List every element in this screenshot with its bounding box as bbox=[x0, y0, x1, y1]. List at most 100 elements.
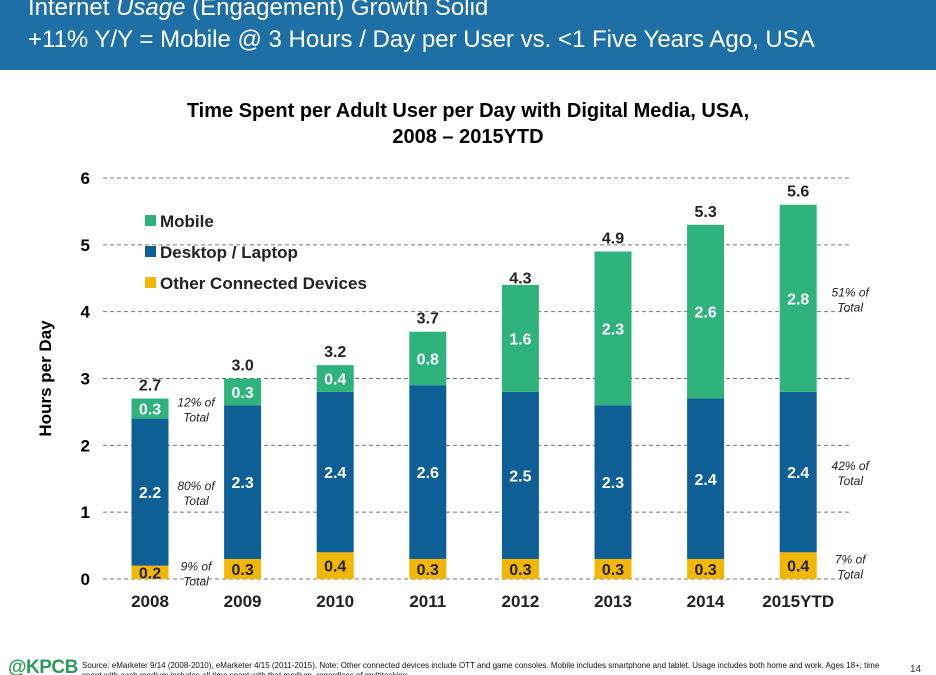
bar-desktop-laptop-2010 bbox=[316, 391, 354, 553]
share-annotation: Total bbox=[837, 568, 863, 582]
bar-other-connected-devices-2012 bbox=[501, 558, 539, 579]
data-label: 0.3 bbox=[602, 562, 624, 579]
total-label: 2.7 bbox=[139, 378, 161, 395]
source-note: Source: eMarketer 9/14 (2008-2010), eMar… bbox=[82, 661, 880, 675]
total-label: 5.3 bbox=[694, 204, 716, 221]
x-tick-label: 2009 bbox=[224, 592, 262, 611]
bar-other-connected-devices-2015YTD bbox=[779, 552, 817, 579]
bar-desktop-laptop-2013 bbox=[594, 405, 632, 559]
y-axis-label: Hours per Day bbox=[36, 320, 55, 437]
bars: 0.2 2.2 0.3 2.7 2008 0.3 2.3 0.3 3.0 2009 0.4 2.4 0.… bbox=[131, 184, 834, 611]
y-tick-label: 5 bbox=[81, 236, 90, 255]
header-banner: Internet Usage (Engagement) Growth Solid… bbox=[0, 0, 936, 70]
data-label: 2.6 bbox=[694, 305, 716, 322]
data-label: 0.4 bbox=[324, 559, 346, 576]
header-title-part2: (Engagement) Growth Solid bbox=[185, 0, 489, 21]
bar-desktop-laptop-2012 bbox=[501, 391, 539, 559]
y-tick-label: 0 bbox=[81, 570, 90, 589]
legend-label: Mobile bbox=[160, 212, 214, 231]
data-label: 0.4 bbox=[787, 559, 809, 576]
x-tick-label: 2008 bbox=[131, 592, 169, 611]
bar-mobile-2014 bbox=[687, 224, 725, 399]
bar-mobile-2015YTD bbox=[779, 204, 817, 392]
data-label: 2.4 bbox=[324, 465, 346, 482]
total-label: 3.7 bbox=[417, 311, 439, 328]
bar-mobile-2009 bbox=[224, 378, 262, 406]
x-tick-label: 2011 bbox=[409, 592, 446, 611]
page-number: 14 bbox=[910, 664, 922, 675]
gridlines bbox=[103, 177, 850, 580]
share-annotation: 7% of bbox=[835, 553, 867, 567]
data-label: 2.3 bbox=[602, 321, 624, 338]
data-label: 2.5 bbox=[509, 468, 531, 485]
y-tick-label: 1 bbox=[81, 503, 90, 522]
data-label: 2.6 bbox=[417, 465, 439, 482]
total-label: 3.0 bbox=[231, 358, 253, 375]
chart-title-line2: 2008 – 2015YTD bbox=[392, 126, 543, 148]
bar-mobile-2012 bbox=[501, 284, 539, 392]
share-annotation: 80% of bbox=[177, 479, 216, 493]
legend-swatch bbox=[145, 277, 156, 288]
x-tick-label: 2012 bbox=[501, 592, 539, 611]
legend-swatch bbox=[145, 215, 156, 226]
bar-desktop-laptop-2009 bbox=[224, 405, 262, 559]
header-title-emphasis: Usage bbox=[116, 0, 186, 21]
header-title-line1: Internet Usage (Engagement) Growth Solid bbox=[28, 0, 488, 22]
data-label: 0.3 bbox=[231, 385, 253, 402]
share-annotation: Total bbox=[837, 300, 863, 314]
data-label: 2.4 bbox=[787, 465, 809, 482]
total-label: 3.2 bbox=[324, 344, 346, 361]
bar-desktop-laptop-2008 bbox=[131, 418, 169, 566]
data-label: 0.3 bbox=[139, 402, 161, 419]
x-tick-label: 2010 bbox=[316, 592, 354, 611]
bar-mobile-2010 bbox=[316, 365, 354, 392]
data-label: 0.3 bbox=[231, 562, 253, 579]
x-tick-label: 2014 bbox=[687, 592, 725, 611]
data-label: 1.6 bbox=[509, 331, 531, 348]
y-tick-label: 3 bbox=[81, 370, 90, 389]
footer: @KPCB Source: eMarketer 9/14 (2008-2010)… bbox=[0, 652, 936, 675]
total-label: 5.6 bbox=[787, 184, 809, 201]
header-title-part1: Internet bbox=[28, 0, 117, 21]
share-annotation: Total bbox=[183, 574, 209, 588]
share-annotation: 9% of bbox=[181, 559, 213, 573]
y-tick-label: 6 bbox=[81, 169, 90, 188]
chart-title-line1: Time Spent per Adult User per Day with D… bbox=[187, 100, 749, 122]
data-label: 2.8 bbox=[787, 291, 809, 308]
x-tick-label: 2013 bbox=[594, 592, 632, 611]
y-tick-label: 4 bbox=[81, 303, 91, 322]
bar-other-connected-devices-2009 bbox=[224, 558, 262, 579]
bar-desktop-laptop-2011 bbox=[409, 385, 447, 559]
share-annotation: 42% of bbox=[832, 459, 871, 473]
bar-other-connected-devices-2011 bbox=[409, 558, 447, 579]
total-label: 4.3 bbox=[509, 271, 531, 288]
kpcb-logo: @KPCB bbox=[8, 657, 78, 675]
bar-other-connected-devices-2008 bbox=[131, 565, 169, 579]
data-label: 0.3 bbox=[694, 562, 716, 579]
data-label: 2.2 bbox=[139, 485, 161, 502]
total-label: 4.9 bbox=[602, 231, 624, 248]
data-label: 0.2 bbox=[139, 565, 161, 582]
header-title-line2: +11% Y/Y = Mobile @ 3 Hours / Day per Us… bbox=[28, 26, 815, 53]
y-axis: 0 1 2 3 4 5 6 Hours per Day bbox=[36, 169, 91, 589]
bar-other-connected-devices-2014 bbox=[687, 558, 725, 579]
data-label: 0.3 bbox=[417, 562, 439, 579]
chart-title: Time Spent per Adult User per Day with D… bbox=[187, 100, 749, 148]
share-annotation: 51% of bbox=[832, 285, 871, 299]
data-label: 2.3 bbox=[602, 475, 624, 492]
bar-desktop-laptop-2014 bbox=[687, 398, 725, 559]
data-label: 0.3 bbox=[509, 562, 531, 579]
y-tick-label: 2 bbox=[81, 436, 90, 455]
bar-other-connected-devices-2013 bbox=[594, 558, 632, 579]
bar-mobile-2011 bbox=[409, 331, 447, 386]
data-label: 0.8 bbox=[417, 351, 439, 368]
data-label: 0.4 bbox=[324, 372, 346, 389]
share-annotation: Total bbox=[837, 474, 863, 488]
data-label: 2.4 bbox=[694, 472, 716, 489]
share-annotation: Total bbox=[183, 494, 209, 508]
legend: Mobile Desktop / Laptop Other Connected De… bbox=[145, 212, 367, 293]
share-annotation: Total bbox=[183, 411, 209, 425]
bar-mobile-2013 bbox=[594, 251, 632, 406]
legend-swatch bbox=[145, 246, 156, 257]
